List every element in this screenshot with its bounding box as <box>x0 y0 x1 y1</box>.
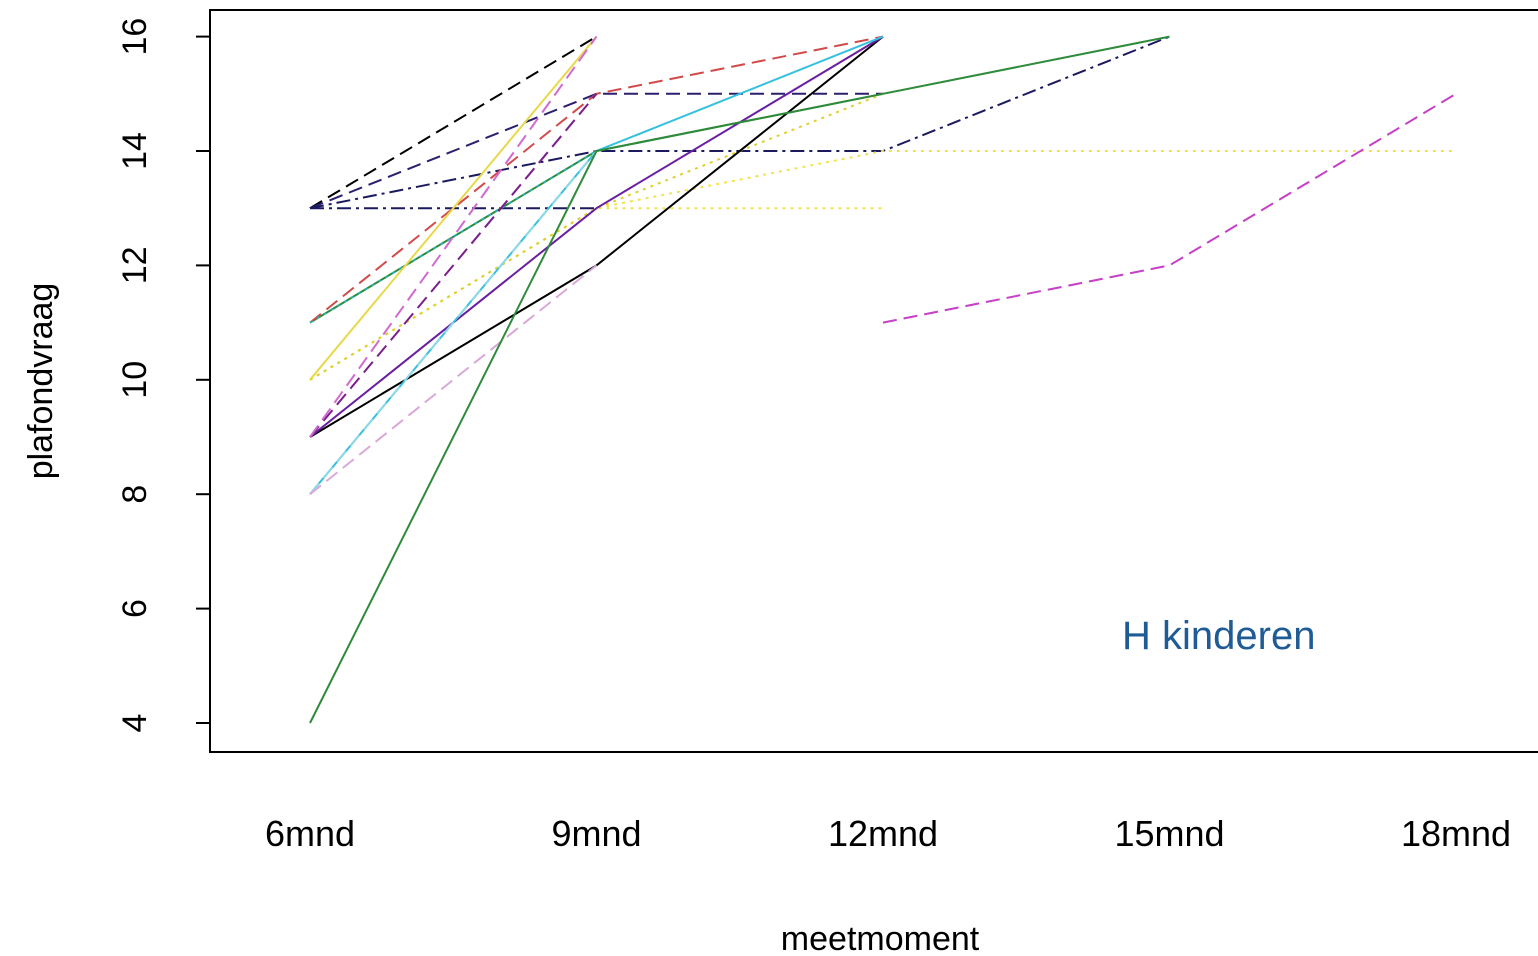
series-line <box>309 264 598 495</box>
series-1 <box>309 35 598 210</box>
y-tick-label: 10 <box>116 361 154 399</box>
series-13 <box>309 93 598 438</box>
series-line <box>309 207 883 381</box>
series-14 <box>309 35 884 438</box>
series-19 <box>309 92 884 724</box>
series-12 <box>309 35 884 438</box>
x-tick-label: 18mnd <box>1401 813 1511 854</box>
x-axis: 6mnd 9mnd 12mnd 15mnd 18mnd <box>265 813 1511 854</box>
series-6 <box>309 35 884 324</box>
y-tick-label: 14 <box>116 132 154 170</box>
series-17 <box>309 150 598 495</box>
y-tick-label: 12 <box>116 246 154 284</box>
x-axis-label: meetmoment <box>781 920 980 956</box>
y-axis: 4 6 8 10 12 14 16 <box>116 18 210 733</box>
y-tick-label: 4 <box>116 714 154 733</box>
series-line <box>309 92 884 381</box>
series-line <box>309 93 598 438</box>
series-18 <box>309 264 598 495</box>
plot-frame <box>209 9 1538 753</box>
chart-annotation: H kinderen <box>1122 614 1315 658</box>
y-tick-label: 6 <box>116 599 154 618</box>
x-tick-label: 9mnd <box>551 813 641 854</box>
y-tick-label: 16 <box>116 18 154 56</box>
x-tick-label: 15mnd <box>1114 813 1224 854</box>
series-line <box>309 35 884 324</box>
x-tick-label: 6mnd <box>265 813 355 854</box>
y-tick-label: 8 <box>116 485 154 504</box>
series-8 <box>309 35 598 381</box>
series-10 <box>309 207 883 381</box>
series-line <box>882 92 1457 324</box>
series-line <box>309 92 884 724</box>
series-line <box>309 35 598 381</box>
series-line <box>309 150 1456 381</box>
series-11 <box>309 92 884 381</box>
series-line <box>309 35 884 438</box>
series-20 <box>882 92 1457 324</box>
series-line <box>309 35 598 210</box>
series-line <box>309 35 884 438</box>
series-line <box>309 36 598 438</box>
x-tick-label: 12mnd <box>828 813 938 854</box>
series-9 <box>309 150 1456 381</box>
series-line <box>309 150 598 495</box>
series-15 <box>309 36 598 438</box>
y-axis-label: plafondvraag <box>22 283 60 480</box>
series-layer <box>309 35 1457 724</box>
